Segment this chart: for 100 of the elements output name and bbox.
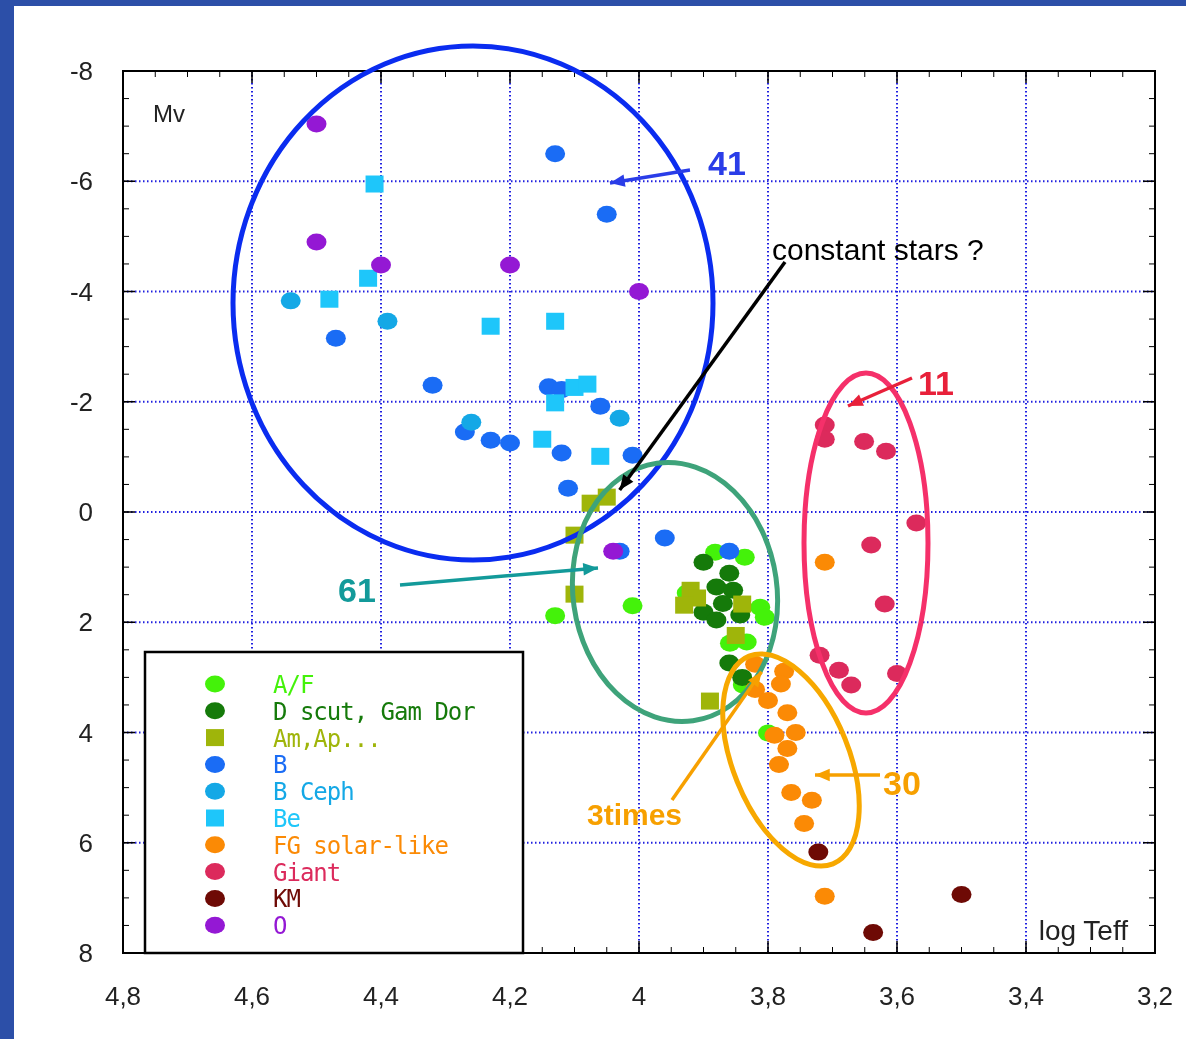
point	[546, 394, 565, 412]
point	[770, 675, 791, 693]
annotation: 11	[918, 364, 954, 402]
x-tick-label: 4,6	[233, 981, 271, 1011]
x-axis-title: log Teff	[1038, 915, 1129, 946]
point	[306, 115, 327, 133]
point	[306, 233, 327, 251]
point	[693, 553, 714, 571]
point	[861, 536, 882, 554]
point	[768, 755, 789, 773]
point	[558, 479, 579, 497]
point	[719, 542, 740, 560]
x-tick-label: 3,8	[749, 981, 787, 1011]
x-tick-label: 4,2	[491, 981, 529, 1011]
point	[591, 447, 610, 465]
point	[706, 578, 727, 596]
legend-label: D scut, Gam Dor	[273, 697, 476, 726]
y-tick-label: 0	[78, 497, 93, 527]
point	[596, 205, 617, 223]
legend-label: O	[273, 912, 287, 941]
point	[732, 668, 753, 686]
point	[874, 595, 895, 613]
point	[726, 626, 745, 644]
point	[734, 548, 755, 566]
point	[764, 726, 785, 744]
point	[422, 376, 443, 394]
point	[622, 597, 643, 615]
point	[545, 145, 566, 163]
x-tick-label: 4	[631, 981, 647, 1011]
y-tick-label: 6	[78, 827, 93, 858]
point	[365, 175, 384, 193]
point	[808, 843, 829, 861]
point	[733, 595, 752, 613]
point	[280, 292, 301, 310]
y-tick-label: 4	[78, 717, 93, 748]
point	[578, 375, 597, 393]
point	[777, 739, 798, 757]
point	[876, 442, 897, 460]
annotation: 41	[708, 144, 746, 182]
point	[706, 611, 727, 629]
point	[461, 413, 482, 431]
point	[794, 814, 815, 832]
point	[854, 432, 875, 450]
point	[551, 444, 572, 462]
point	[500, 434, 520, 452]
legend-label: A/F	[273, 671, 314, 699]
point	[480, 431, 501, 449]
point	[371, 256, 391, 274]
point	[777, 704, 798, 722]
point	[603, 542, 624, 560]
point	[590, 397, 611, 415]
point	[785, 724, 806, 741]
point	[906, 514, 927, 532]
x-tick-label: 3,4	[1007, 981, 1045, 1011]
point	[781, 784, 802, 802]
x-tick-label: 4,4	[362, 981, 400, 1011]
point	[654, 529, 675, 547]
y-tick-label: 2	[78, 607, 93, 638]
point	[320, 290, 339, 308]
point	[863, 924, 884, 942]
point	[700, 692, 719, 710]
y-tick-label: -4	[69, 276, 93, 307]
point	[545, 607, 566, 625]
point	[754, 608, 775, 626]
x-tick-label: 3,2	[1136, 981, 1174, 1011]
legend-label: Am,Ap...	[273, 724, 381, 753]
point	[546, 312, 565, 330]
y-tick-label: -6	[69, 166, 93, 197]
point	[712, 595, 733, 613]
legend-label: KM	[273, 885, 301, 914]
point	[723, 581, 744, 599]
legend-label: FG solar-like	[273, 831, 449, 860]
y-axis-title: Mv	[153, 100, 185, 127]
point	[533, 430, 552, 448]
legend-label: B	[273, 751, 287, 780]
point	[841, 676, 862, 694]
point	[719, 564, 740, 582]
point	[814, 553, 835, 571]
point	[622, 446, 643, 464]
point	[951, 886, 972, 904]
point	[325, 329, 346, 347]
point	[500, 256, 520, 274]
point	[814, 887, 835, 905]
legend-label: Be	[273, 805, 301, 833]
annotation: 30	[883, 764, 921, 802]
annotation: constant stars ?	[772, 233, 984, 266]
point	[629, 283, 649, 300]
point	[801, 791, 822, 809]
point	[758, 692, 778, 710]
x-tick-label: 3,6	[878, 981, 916, 1011]
point	[377, 312, 398, 330]
point	[828, 661, 849, 679]
y-tick-label: -2	[69, 386, 93, 417]
point	[359, 269, 378, 287]
point	[609, 409, 630, 427]
point	[481, 317, 500, 335]
y-tick-label: 8	[78, 938, 93, 968]
legend-label: B Ceph	[273, 778, 354, 807]
annotation: 61	[338, 571, 376, 609]
y-tick-label: -8	[69, 56, 93, 86]
